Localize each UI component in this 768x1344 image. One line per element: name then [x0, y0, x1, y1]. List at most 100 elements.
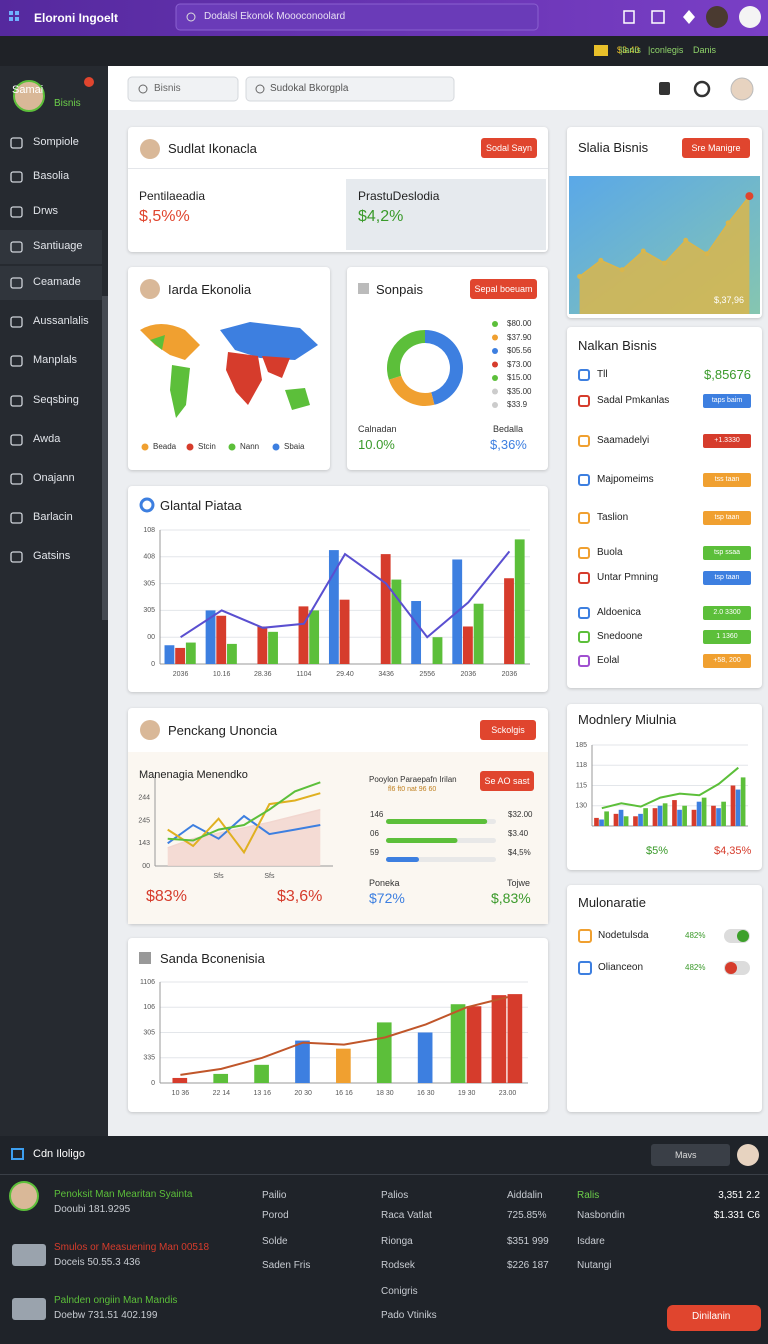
item-tag[interactable]: taps baim [703, 394, 751, 408]
button-text[interactable]: Dinilanin [692, 1311, 731, 1322]
button[interactable]: Sckolgis [480, 720, 536, 740]
y-tick-label: 130 [575, 803, 587, 810]
y-tick-label: 00 [142, 863, 150, 870]
item-tag[interactable]: +58, 200 [703, 654, 751, 668]
search-box[interactable] [175, 3, 539, 31]
select-text[interactable]: Mavs [675, 1150, 697, 1160]
menu-item[interactable]: Barlacin [33, 511, 73, 523]
menu-item[interactable]: Gatsins [33, 550, 71, 562]
icon [358, 283, 369, 294]
legend-swatch [492, 348, 498, 354]
icon[interactable] [693, 80, 711, 98]
continent [226, 352, 262, 405]
cell: 3,351 2.2 [718, 1190, 760, 1201]
search-text[interactable]: Dodalsl Ekonok Moooconoolard [204, 11, 346, 22]
bar [391, 579, 402, 664]
card-title: Mulonaratie [578, 895, 646, 910]
stat-label: PrastuDeslodia [358, 189, 440, 203]
menu-item[interactable]: Aussanlalis [33, 315, 89, 327]
item-tag[interactable]: +1.3330 [703, 434, 751, 448]
menu-item[interactable]: Ceamade [33, 276, 81, 288]
avatar[interactable] [730, 77, 754, 101]
badge [84, 77, 94, 87]
y-tick-label: 115 [576, 782, 587, 789]
item-tag[interactable]: tsp ssaa [703, 546, 751, 560]
cell: Rodsek [381, 1260, 415, 1271]
filter-text[interactable]: Sudokal Bkorgpla [270, 83, 349, 94]
item-label: Olianceon [598, 962, 644, 973]
card [567, 327, 762, 688]
menu-icon [10, 512, 23, 524]
icon[interactable] [659, 82, 670, 95]
avatar [140, 279, 160, 299]
avatar [9, 1181, 39, 1211]
bar [462, 626, 473, 664]
bar [175, 647, 186, 664]
bar [730, 785, 736, 826]
stat-value: $,83% [491, 890, 531, 906]
item-value: 482% [685, 963, 706, 972]
stat-value: 10.0% [358, 437, 395, 452]
toggle-knob[interactable] [725, 962, 737, 974]
icon [11, 1148, 24, 1160]
item-tag[interactable]: tss taan [703, 473, 751, 487]
menu-item[interactable]: Onajann [33, 472, 75, 484]
line [180, 550, 511, 639]
button[interactable]: Se AO sast [480, 771, 534, 791]
bar [711, 805, 716, 826]
item-label: Eolal [597, 655, 620, 666]
search-icon [138, 84, 148, 94]
line [180, 996, 508, 1076]
search-box[interactable] [127, 76, 239, 102]
button[interactable]: Sepal boeuam [470, 279, 537, 299]
icon [139, 952, 151, 964]
item-tag[interactable]: tsp taan [703, 571, 751, 585]
donut-slice [387, 330, 425, 380]
search-icon [186, 12, 196, 22]
item-tag[interactable]: tsp taan [703, 511, 751, 525]
item-label: Snedoone [597, 631, 643, 642]
bar [613, 813, 619, 826]
icon[interactable] [683, 10, 695, 24]
bar [682, 805, 687, 826]
action-button[interactable] [667, 1305, 761, 1331]
avatar[interactable] [737, 1144, 759, 1166]
icon[interactable] [623, 10, 635, 24]
stat-label: Bedalla [493, 424, 524, 434]
y-tick-label: 335 [143, 1055, 155, 1062]
menu-item[interactable]: Basolia [33, 170, 70, 182]
avatar[interactable] [739, 6, 761, 28]
stat-value: $72% [369, 890, 405, 906]
menu-item[interactable]: Awda [33, 433, 61, 445]
icon[interactable] [651, 10, 665, 24]
item-icon [12, 1298, 46, 1320]
item-tag[interactable]: 1 1360 [703, 630, 751, 644]
button[interactable]: Sre Manigre [682, 138, 750, 158]
x-tick-label: 16 16 [335, 1090, 353, 1097]
user-role: Bisnis [54, 98, 81, 109]
toggle-knob[interactable] [737, 930, 749, 942]
bottom-panel [0, 1136, 768, 1344]
legend-swatch [141, 443, 149, 451]
donut-slice [388, 375, 435, 407]
avatar[interactable] [706, 6, 728, 28]
bar [298, 606, 309, 664]
ticker-item: |conlegis [648, 45, 684, 55]
avatar [140, 720, 160, 740]
search-text[interactable]: Bisnis [154, 83, 181, 94]
y-tick-label: 0 [151, 1080, 155, 1087]
button[interactable]: Sodal Sayn [481, 138, 537, 158]
item-tag[interactable]: 2.0 3300 [703, 606, 751, 620]
menu-item[interactable]: Santiuage [33, 240, 83, 252]
legend-label: Sbaia [284, 442, 305, 451]
menu-item[interactable]: Sompiole [33, 136, 79, 148]
select[interactable] [651, 1144, 730, 1166]
menu-highlight [0, 266, 102, 300]
menu-item[interactable]: Seqsbing [33, 394, 79, 406]
legend-label: $35.00 [507, 386, 532, 396]
bar [677, 809, 682, 826]
menu-item[interactable]: Manplals [33, 354, 78, 366]
filter-box[interactable] [245, 76, 455, 102]
menu-item[interactable]: Drws [33, 205, 59, 217]
